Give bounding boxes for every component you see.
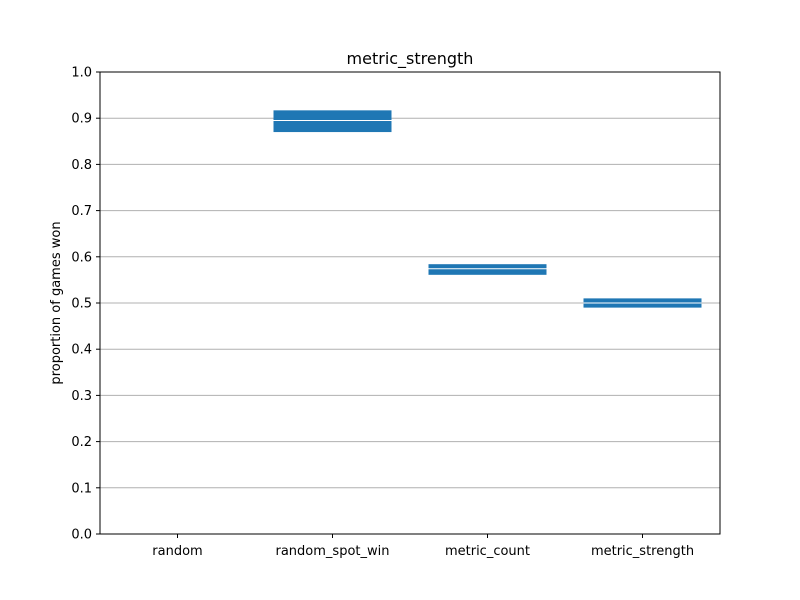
x-tick-label: random bbox=[152, 544, 202, 559]
y-tick-label: 0.3 bbox=[71, 389, 92, 404]
y-tick-label: 0.8 bbox=[71, 158, 92, 173]
bars bbox=[273, 110, 702, 308]
y-tick-label: 0.5 bbox=[71, 297, 92, 312]
y-axis-label: proportion of games won bbox=[49, 221, 64, 384]
y-tick-label: 0.0 bbox=[71, 528, 92, 543]
x-tick-label: random_spot_win bbox=[276, 544, 390, 559]
y-tick-label: 0.4 bbox=[71, 343, 92, 358]
chart-title: metric_strength bbox=[347, 49, 474, 69]
x-tick-label: metric_count bbox=[445, 544, 530, 559]
y-tick-label: 0.7 bbox=[71, 204, 92, 219]
y-tick-label: 0.6 bbox=[71, 250, 92, 265]
bar-metric_count bbox=[428, 264, 547, 275]
y-tick-label: 0.2 bbox=[71, 435, 92, 450]
x-tick-label: metric_strength bbox=[591, 544, 694, 559]
bar-random_spot_win bbox=[273, 110, 392, 133]
y-tick-label: 0.1 bbox=[71, 481, 92, 496]
y-tick-label: 0.9 bbox=[71, 112, 92, 127]
y-tick-label: 1.0 bbox=[71, 66, 92, 81]
ticks: 0.0 0.1 0.2 0.3 0.4 0.5 0.6 0.7 0.8 0.9 1.0 random r… bbox=[71, 66, 694, 560]
